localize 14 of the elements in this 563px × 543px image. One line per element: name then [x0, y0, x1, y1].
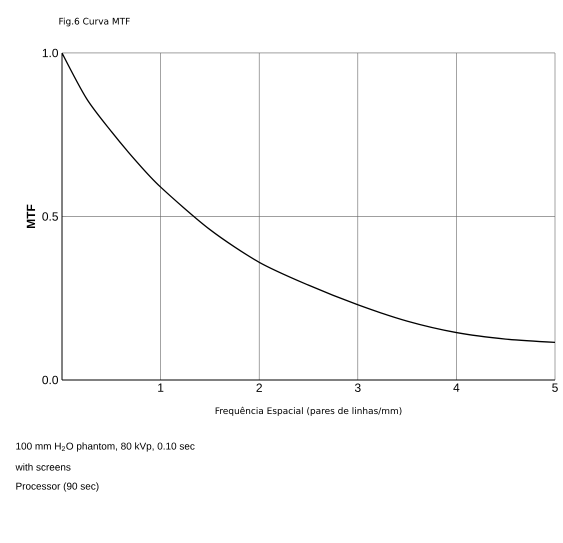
chart-title: Fig.6 Curva MTF: [59, 18, 130, 26]
x-axis-title: Frequência Espacial (pares de linhas/mm): [216, 406, 402, 416]
x-tick-label: 5: [552, 384, 558, 392]
x-tick-label: 1: [158, 384, 164, 392]
x-tick-label: 4: [453, 384, 460, 392]
x-tick-label: 3: [354, 384, 361, 392]
y-tick-label: 1.0: [42, 48, 58, 58]
y-axis-title: MTF: [26, 204, 36, 228]
x-tick-label: 2: [256, 384, 262, 392]
text: 100 mm H$_{2}$O phantom, 80 kVp, 0.10 sec: [16, 442, 195, 452]
y-tick-label: 0.5: [42, 212, 58, 221]
y-tick-label: 0.0: [42, 376, 58, 384]
text: with screens: [16, 463, 71, 471]
text: Processor (90 sec): [16, 482, 98, 492]
